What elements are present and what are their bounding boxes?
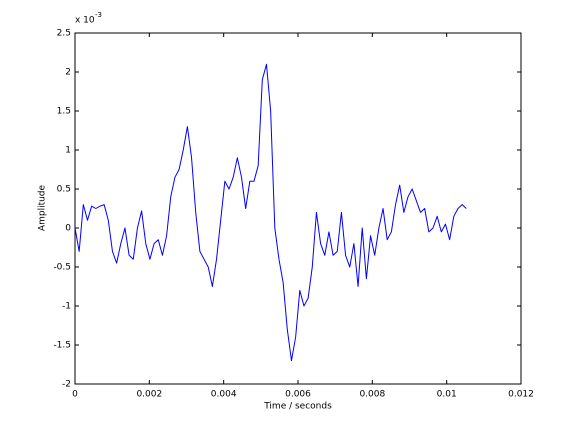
- axes-box: [74, 32, 522, 385]
- y-tick-label: -1: [62, 302, 71, 312]
- y-axis-label: Amplitude: [38, 184, 48, 231]
- x-tick-label: 0.008: [359, 390, 385, 400]
- y-tick-label: 1: [65, 146, 71, 156]
- x-axis-label: Time / seconds: [263, 402, 332, 412]
- y-tick-label: 2: [65, 68, 71, 78]
- x-tick-label: 0.006: [285, 390, 311, 400]
- y-tick-label: -1.5: [53, 341, 71, 351]
- y-tick-label: 0.5: [57, 185, 71, 195]
- y-tick-label: 2.5: [57, 29, 71, 39]
- y-tick-label: 0: [65, 224, 71, 234]
- line-series: [74, 63, 467, 362]
- x-tick-label: 0.012: [508, 390, 534, 400]
- x-tick-label: 0.002: [136, 390, 162, 400]
- y-tick-label: 1.5: [57, 107, 71, 117]
- x-tick-label: 0.01: [437, 390, 457, 400]
- y-tick-label: -2: [62, 380, 71, 390]
- x-tick-label: 0.004: [211, 390, 237, 400]
- y-exponent: -3: [95, 11, 102, 19]
- y-tick-label: -0.5: [53, 263, 71, 273]
- x-tick-label: 0: [72, 390, 78, 400]
- y-exponent-base: x 10: [75, 16, 95, 26]
